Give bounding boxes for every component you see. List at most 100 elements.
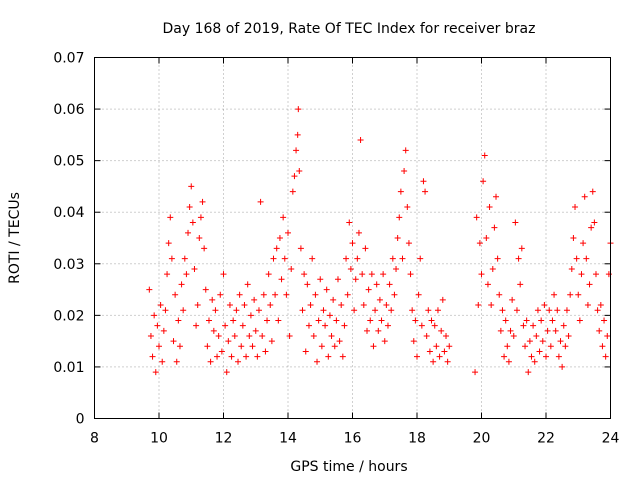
data-point [417,255,424,262]
data-point [209,296,216,303]
data-point [152,369,159,376]
data-point [338,302,345,309]
data-point [286,332,293,339]
data-point [254,353,261,360]
data-point [526,338,533,345]
data-point [257,198,264,205]
data-point [231,332,238,339]
data-point [484,281,491,288]
data-point [547,343,554,350]
data-point [314,358,321,365]
data-point [507,327,514,334]
data-point [285,229,291,236]
data-point [225,338,232,345]
data-point [164,271,171,278]
data-point [476,240,483,247]
data-point [543,353,549,360]
data-point [552,327,559,334]
data-point [591,219,598,226]
data-point [322,322,329,329]
data-point [351,307,358,314]
data-point [343,255,350,262]
data-point [218,348,225,355]
data-point [473,214,480,221]
data-point [355,229,362,236]
data-point [399,255,406,262]
data-point [401,167,408,174]
data-point [588,224,595,231]
data-point [215,332,222,339]
data-point [317,276,324,283]
data-point [251,296,258,303]
data-point [515,255,522,262]
data-point [584,302,591,309]
data-point [239,322,246,329]
data-point [562,343,569,350]
x-tick-label: 12 [215,431,233,447]
data-point [167,214,174,221]
data-point [539,338,546,345]
data-point [297,245,304,252]
data-point [305,322,312,329]
grid-lines [94,57,611,419]
data-point [510,332,517,339]
data-point [178,281,185,288]
data-point [472,369,479,376]
data-point [280,214,287,221]
data-point [520,322,527,329]
data-point [601,317,608,324]
data-point [430,358,437,365]
data-point [199,198,206,205]
data-point [599,343,606,350]
x-tick-label: 16 [344,431,362,447]
data-point [235,358,242,365]
data-point [570,235,577,241]
data-point [170,338,177,345]
data-point [376,296,383,303]
data-point [522,343,529,350]
data-point [568,265,575,272]
data-point [493,193,500,200]
data-point [415,291,422,298]
data-point [344,291,351,298]
data-point [423,332,430,339]
data-point [191,265,198,272]
x-tick-label: 8 [90,431,99,447]
data-point [530,322,537,329]
data-point [525,369,532,376]
y-axis-label: ROTI / TECUs [7,192,23,284]
data-point [475,302,482,309]
data-point [499,307,506,314]
data-point [205,317,212,324]
data-point [210,327,217,334]
data-point [346,219,353,226]
data-point [288,265,295,272]
data-point [441,348,448,355]
data-point [443,332,450,339]
data-point [196,235,203,241]
data-point [359,271,366,278]
data-point [386,281,393,288]
data-point [188,183,195,190]
data-point [513,307,520,314]
data-point [330,296,337,303]
data-point [431,322,438,329]
data-point [193,322,200,329]
data-point [523,317,530,324]
data-point [575,291,582,298]
data-point [383,302,390,309]
data-point [352,276,359,283]
data-point [246,332,253,339]
data-point [486,204,493,211]
x-tick-label: 14 [279,431,297,447]
data-point [389,255,396,262]
data-point [336,338,343,345]
data-point [367,317,374,324]
data-point [295,106,302,113]
data-point [589,188,596,195]
data-point [370,343,377,350]
data-point [244,281,251,288]
y-tick-label: 0.02 [53,308,84,324]
data-point [275,317,282,324]
data-point [405,240,412,247]
